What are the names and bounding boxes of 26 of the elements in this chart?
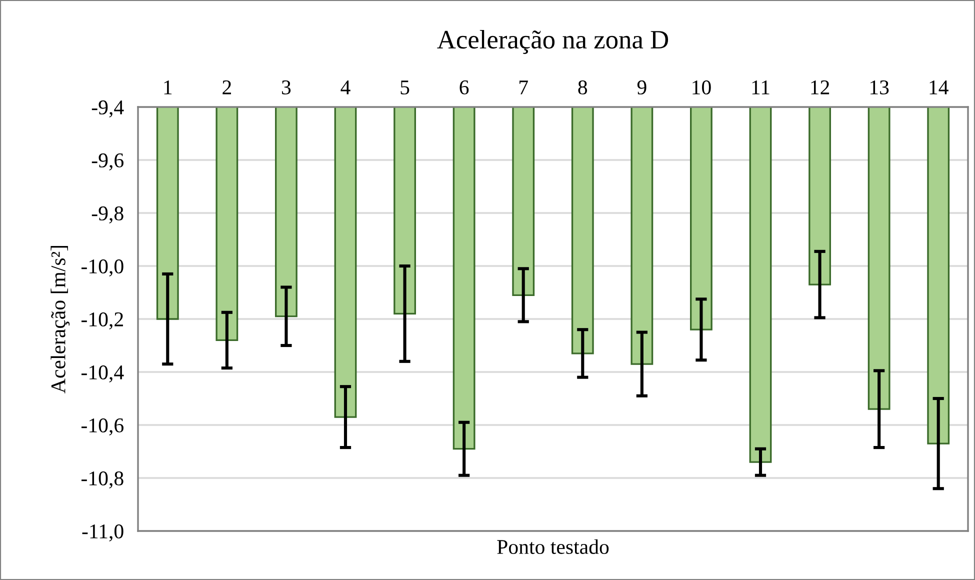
y-tick-label: -10,0 [81, 259, 124, 276]
x-tick-label: 8 [578, 80, 588, 94]
x-tick-label: 14 [930, 80, 948, 94]
y-tick-label: -9,8 [92, 206, 124, 224]
x-tick-label: 1 [164, 80, 172, 94]
y-tick-label: -10,6 [81, 418, 124, 436]
y-tick-label: -10,4 [81, 365, 124, 382]
x-tick-label: 7 [520, 80, 528, 94]
chart-title: Aceleração na zona D [437, 30, 668, 54]
x-tick-label: 2 [222, 80, 231, 94]
y-tick-label: -9,4 [92, 100, 124, 118]
x-tick-label: 4 [340, 80, 350, 94]
y-tick-label: -10,8 [81, 471, 124, 488]
x-tick-label: 11 [752, 80, 770, 94]
y-tick-label: -10,2 [81, 312, 123, 330]
x-tick-label: 3 [282, 80, 291, 94]
x-tick-label: 13 [870, 80, 889, 94]
y-tick-label: -11,0 [82, 524, 124, 542]
x-tick-label: 6 [460, 80, 469, 94]
x-tick-label: 9 [637, 80, 646, 94]
y-tick-label: -9,6 [92, 153, 124, 170]
x-axis-title: Ponto testado [497, 539, 609, 554]
x-tick-label: 5 [400, 80, 410, 94]
x-tick-label: 10 [692, 80, 711, 94]
y-axis-title: Aceleração [m/s²] [50, 246, 70, 394]
x-tick-label: 12 [811, 80, 830, 94]
